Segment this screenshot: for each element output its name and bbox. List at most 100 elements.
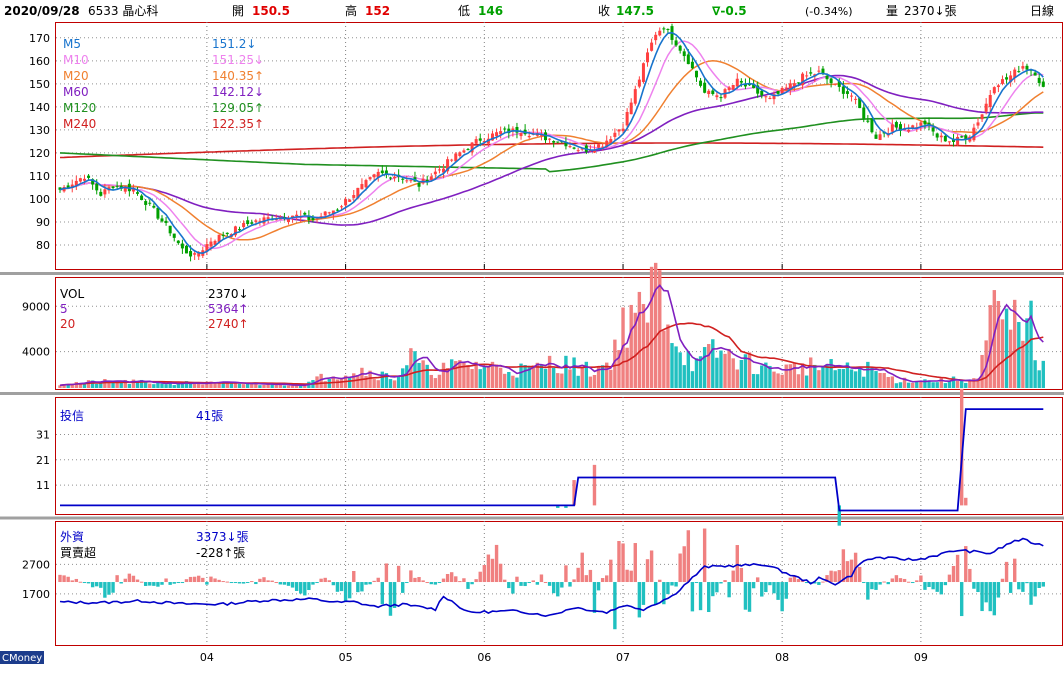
foreign-net-bar — [290, 582, 295, 588]
foreign-net-bar — [449, 572, 454, 583]
candle-body — [862, 107, 866, 119]
foreign-net-bar — [197, 575, 201, 583]
trust-panel — [60, 388, 1044, 526]
candle-body — [707, 90, 711, 95]
foreign-tick-label: 2700 — [22, 558, 50, 571]
candle-body — [213, 240, 217, 245]
candle-body — [478, 138, 482, 141]
foreign-net-bar — [560, 582, 564, 588]
foreign-net-bar — [662, 582, 666, 605]
volume-bar — [788, 364, 793, 388]
volume-bar — [347, 377, 352, 388]
candle-body — [580, 148, 584, 150]
candle-body — [180, 243, 184, 249]
volume-bar — [551, 367, 556, 388]
volume-bar — [262, 384, 266, 388]
volume-bar — [556, 373, 560, 388]
foreign-net-bar — [821, 581, 825, 583]
candle-body — [592, 149, 596, 153]
volume-bar — [874, 371, 878, 388]
volume-bar — [841, 369, 846, 388]
volume-bar — [584, 361, 589, 388]
candle-body — [246, 220, 250, 225]
volume-bar — [1013, 299, 1017, 388]
volume-bar — [637, 291, 642, 388]
volume-tick-label: 9000 — [22, 300, 50, 313]
candle-body — [380, 170, 384, 174]
volume-bar — [172, 385, 176, 388]
candle-body — [197, 252, 201, 257]
foreign-net-bar — [372, 580, 376, 583]
candle-body — [939, 135, 943, 138]
foreign-net-bar — [217, 579, 221, 583]
foreign-net-bar — [780, 582, 784, 612]
volume-bar — [384, 373, 389, 388]
volume-bar — [241, 384, 246, 388]
volume-bar — [188, 383, 193, 388]
volume-bar — [564, 355, 568, 388]
legend-m5-value: 151.2↓ — [212, 37, 256, 51]
foreign-net-bar — [1033, 582, 1037, 597]
foreign-net-bar — [747, 582, 752, 612]
foreign-net-bar — [1037, 582, 1041, 588]
foreign-net-bar — [490, 558, 495, 583]
volume-bar — [1008, 329, 1013, 388]
foreign-net-bar — [911, 582, 915, 584]
volume-bar — [278, 383, 283, 388]
legend-m120-value: 129.05↑ — [212, 101, 264, 115]
foreign-net-bar — [813, 582, 817, 584]
candle-body — [295, 214, 299, 217]
candle-body — [568, 146, 572, 148]
foreign-net-bar — [237, 582, 242, 584]
volume-bar — [547, 355, 552, 388]
candle-body — [764, 96, 768, 98]
candle-body — [1021, 66, 1025, 69]
volume-bar — [323, 381, 327, 388]
foreign-net-bar — [735, 545, 739, 583]
candle-body — [952, 139, 956, 142]
candle-body — [458, 152, 462, 156]
foreign-net-bar — [707, 582, 711, 613]
volume-bar — [258, 385, 262, 388]
volume-bar — [270, 382, 274, 388]
volume-bar — [702, 347, 707, 388]
volume-panel — [58, 262, 1045, 388]
foreign-net-bar — [123, 578, 127, 583]
trust-tick-label: 11 — [36, 479, 50, 492]
brand-label: CMoney — [2, 653, 42, 664]
foreign-net-bar — [241, 582, 246, 584]
foreign-net-bar — [143, 582, 148, 586]
volume-bar — [804, 375, 809, 388]
volume-bar — [755, 374, 760, 388]
foreign-net-bar — [743, 582, 748, 610]
foreign-net-bar — [588, 569, 593, 583]
volume-bar — [437, 374, 442, 388]
candle-body — [609, 139, 613, 143]
volume-bar — [829, 359, 833, 388]
volume-bar — [723, 353, 727, 388]
foreign-net-bar — [384, 563, 389, 583]
candle-body — [172, 233, 176, 238]
volume-bar — [364, 376, 368, 388]
foreign-net-bar — [327, 580, 331, 583]
foreign-legend-value: -228↑張 — [196, 546, 245, 560]
low-value: 146 — [478, 4, 503, 18]
legend-m10-value: 151.25↓ — [212, 53, 264, 67]
volume-bar — [90, 380, 95, 388]
candle-body — [564, 141, 568, 147]
open-label: 開 — [232, 4, 244, 18]
volume-bar — [209, 381, 213, 388]
candle-body — [874, 134, 878, 139]
volume-bar — [580, 367, 584, 388]
foreign-net-bar — [968, 568, 972, 583]
foreign-net-bar — [919, 575, 923, 583]
volume-bar — [572, 357, 576, 388]
foreign-net-bar — [511, 582, 515, 594]
volume-bar — [1004, 308, 1009, 388]
volume-bar — [303, 385, 307, 388]
volume-bar — [127, 383, 132, 388]
volume-legend-name: 20 — [60, 317, 75, 331]
foreign-net-bar — [576, 567, 580, 583]
volume-bar — [915, 381, 919, 388]
volume-bar — [568, 369, 572, 388]
